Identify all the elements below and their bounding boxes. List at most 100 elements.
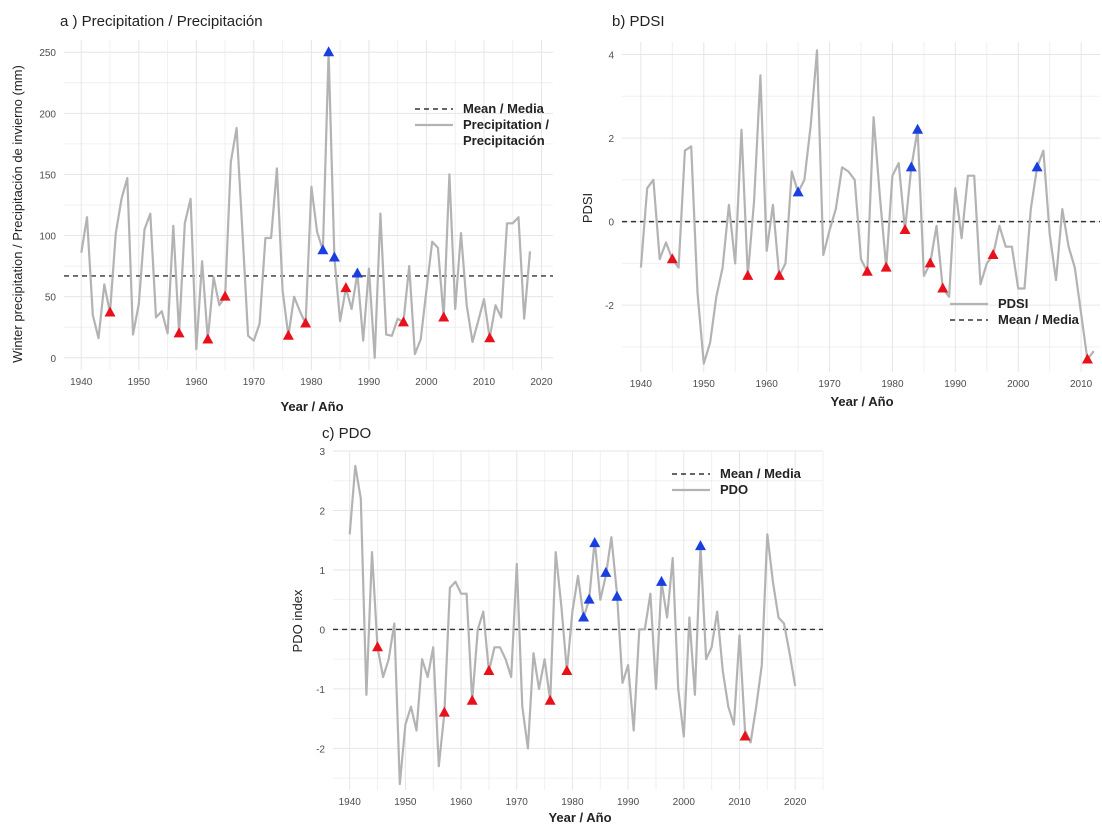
panel-c-high-marker <box>583 593 595 604</box>
panel-a-y-tick-label: 100 <box>39 232 56 243</box>
panel-a-high-marker <box>317 244 329 255</box>
panel-c-x-tick-label: 1980 <box>561 797 584 808</box>
panel-c-y-tick-label: -1 <box>316 685 325 696</box>
panel-a-high-marker <box>323 46 335 57</box>
panel-b-x-label: Year / Año <box>830 394 893 409</box>
panel-c-legend-label: Mean / Media <box>720 466 802 481</box>
panel-a-x-tick-label: 1980 <box>300 377 323 388</box>
panel-c-y-tick-label: 0 <box>319 625 325 636</box>
panel-b-low-marker <box>773 269 785 280</box>
panel-b-pdsi: b) PDSI Year / Año PDSI 1940 1950 1960 1970… <box>580 13 1100 409</box>
panel-c-low-marker <box>372 641 384 652</box>
panel-a-x-tick-label: 2010 <box>473 377 496 388</box>
panel-c-x-tick-label: 1940 <box>339 797 362 808</box>
panel-a-x-tick-label: 1940 <box>70 377 93 388</box>
panel-a-title: a ) Precipitation / Precipitación <box>60 13 263 30</box>
panel-a-low-marker <box>104 306 116 317</box>
panel-c-high-marker <box>589 537 601 548</box>
panel-a-low-marker <box>340 282 352 293</box>
panel-a-x-tick-label: 1960 <box>185 377 208 388</box>
panel-a-low-marker <box>397 316 409 327</box>
panel-b-high-marker <box>1031 161 1043 172</box>
panel-b-low-marker <box>666 253 678 264</box>
panel-a-y-tick-label: 50 <box>45 293 57 304</box>
panel-a-precipitation: a ) Precipitation / Precipitación Year /… <box>10 13 553 414</box>
panel-c-high-marker <box>611 590 623 601</box>
panel-a-x-tick-label: 1950 <box>128 377 151 388</box>
panel-a-low-marker <box>202 333 214 344</box>
panel-c-y-tick-label: 3 <box>319 447 325 458</box>
panel-b-x-tick-label: 1960 <box>756 379 779 390</box>
panel-b-title: b) PDSI <box>612 13 665 30</box>
panel-c-low-marker <box>466 694 478 705</box>
panel-c-legend-label: PDO <box>720 482 748 497</box>
panel-c-y-tick-label: 1 <box>319 566 325 577</box>
panel-c-x-tick-label: 2000 <box>673 797 696 808</box>
panel-a-high-marker <box>351 267 363 278</box>
panel-b-x-tick-label: 1980 <box>881 379 904 390</box>
panel-c-x-tick-label: 1950 <box>394 797 417 808</box>
panel-c-x-tick-label: 1970 <box>506 797 529 808</box>
panel-c-low-marker <box>561 665 573 676</box>
panel-a-x-label: Year / Año <box>280 399 343 414</box>
panel-c-pdo: c) PDO Year / Año PDO index 1940 1950 1960… <box>290 425 824 825</box>
panel-c-y-tick-label: 2 <box>319 506 325 517</box>
panel-b-x-tick-label: 2010 <box>1070 379 1093 390</box>
panel-a-x-tick-label: 2020 <box>530 377 553 388</box>
panel-a-high-marker <box>328 251 340 262</box>
panel-c-low-marker <box>544 694 556 705</box>
panel-b-x-tick-label: 2000 <box>1007 379 1030 390</box>
panel-c-x-tick-label: 1990 <box>617 797 640 808</box>
panel-b-low-marker <box>987 249 999 260</box>
panel-b-low-marker <box>742 269 754 280</box>
panel-b-low-marker <box>937 282 949 293</box>
panel-c-high-marker <box>695 540 706 551</box>
panel-c-y-label: PDO index <box>290 589 305 652</box>
panel-c-x-label: Year / Año <box>548 810 611 825</box>
panel-c-series-line <box>348 464 797 786</box>
panel-c-high-marker <box>656 575 668 586</box>
panel-a-y-tick-label: 250 <box>39 48 56 59</box>
panel-b-x-tick-label: 1990 <box>944 379 967 390</box>
panel-b-x-tick-label: 1950 <box>693 379 716 390</box>
panel-c-y-tick-label: -2 <box>316 744 325 755</box>
panel-b-low-marker <box>861 265 873 276</box>
panel-b-low-marker <box>1081 353 1093 364</box>
panel-a-low-marker <box>484 332 496 343</box>
panel-a-y-tick-label: 200 <box>39 109 56 120</box>
panel-c-x-tick-label: 2020 <box>784 797 807 808</box>
panel-b-y-label: PDSI <box>580 193 595 223</box>
panel-b-legend-label: Mean / Media <box>998 312 1080 327</box>
panel-c-low-marker <box>438 706 450 717</box>
panel-a-y-tick-label: 0 <box>50 354 56 365</box>
panel-a-low-marker <box>219 290 231 301</box>
panel-a-low-marker <box>282 329 294 340</box>
panel-a-low-marker <box>173 327 185 338</box>
panel-a-legend-label: Precipitation / Precipitación <box>463 117 549 148</box>
panel-b-high-marker <box>792 186 804 197</box>
panel-c-high-marker <box>600 566 612 577</box>
panel-b-x-tick-label: 1940 <box>630 379 653 390</box>
panel-b-y-tick-label: 2 <box>608 134 614 145</box>
panel-b-high-marker <box>912 123 924 134</box>
panel-c-low-marker <box>739 730 751 741</box>
panel-a-y-label: Winter precipitation / Precipitación de … <box>10 65 25 363</box>
panel-a-grid <box>64 40 553 370</box>
panel-b-low-marker <box>924 257 936 268</box>
panel-a-x-tick-label: 1990 <box>358 377 381 388</box>
panel-a-low-marker <box>438 311 450 322</box>
panel-c-high-marker <box>578 611 590 622</box>
panel-c-x-tick-label: 1960 <box>450 797 473 808</box>
panel-b-y-tick-label: -2 <box>605 301 614 312</box>
panel-b-low-marker <box>880 261 892 272</box>
panel-c-title: c) PDO <box>322 425 371 442</box>
panel-c-low-marker <box>483 665 495 676</box>
panel-b-x-tick-label: 1970 <box>818 379 841 390</box>
panel-a-y-tick-label: 150 <box>39 170 56 181</box>
panel-c-x-tick-label: 2010 <box>728 797 751 808</box>
panel-a-legend-label: Mean / Media <box>463 101 545 116</box>
